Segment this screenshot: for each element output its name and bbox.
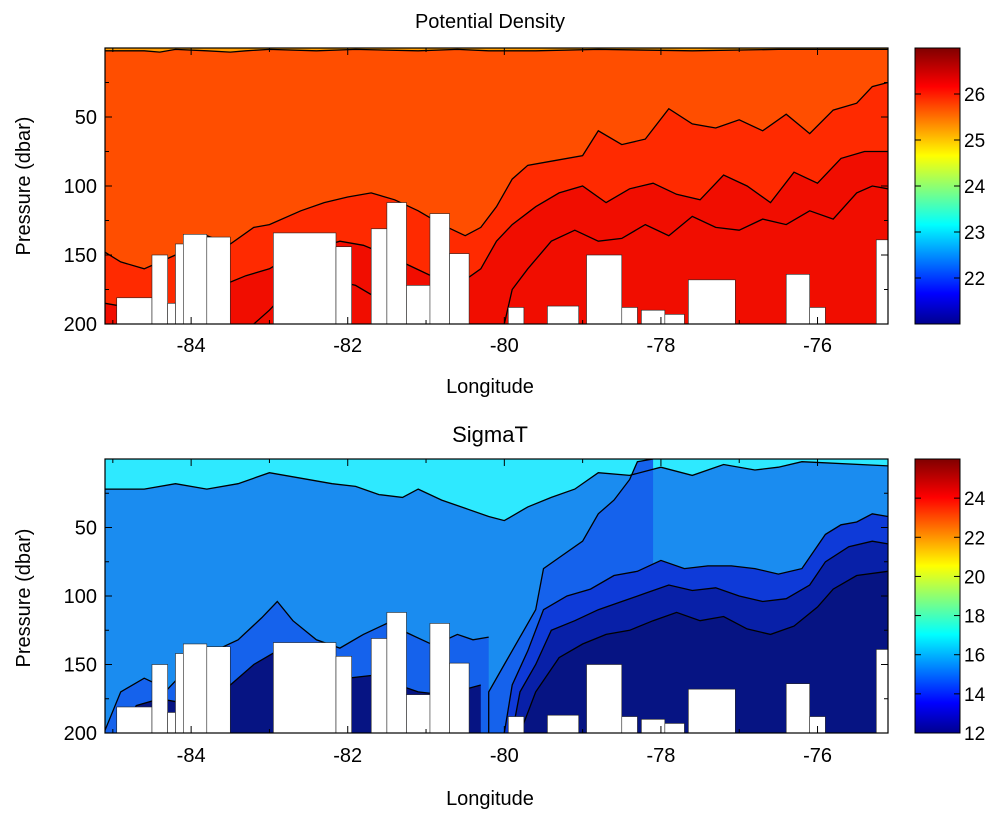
colorbar-tick-label: 18 xyxy=(964,607,985,628)
contour-line xyxy=(488,459,654,733)
missing-data-column xyxy=(586,664,623,733)
chart-title: SigmaT xyxy=(452,422,528,447)
missing-data-column xyxy=(116,297,153,324)
x-axis-label: Longitude xyxy=(446,788,534,810)
missing-data-column xyxy=(206,236,231,324)
y-tick-label: 200 xyxy=(64,314,97,336)
colorbar-tick-label: 12 xyxy=(964,724,985,745)
x-tick-label: -80 xyxy=(490,745,519,767)
colorbar-tick-label: 22 xyxy=(964,528,985,549)
y-axis-label: Pressure (dbar) xyxy=(13,529,35,668)
missing-data-column xyxy=(370,638,388,733)
chart-title: Potential Density xyxy=(415,11,565,33)
missing-data-column xyxy=(507,307,525,324)
x-axis-label: Longitude xyxy=(446,376,534,398)
colorbar-tick-label: 26 xyxy=(964,85,985,106)
colorbar-tick-label: 14 xyxy=(964,685,986,706)
missing-data-column xyxy=(429,623,450,733)
colorbar: 22 23 24 25 26 xyxy=(914,47,986,325)
missing-data-column xyxy=(370,228,388,324)
missing-data-column xyxy=(151,664,168,733)
missing-data-column xyxy=(175,653,184,733)
missing-data-column xyxy=(621,307,638,324)
x-tick-label: -84 xyxy=(177,745,206,767)
plot-layers xyxy=(105,459,888,733)
missing-data-column xyxy=(183,643,208,733)
colorbar-tick-label: 25 xyxy=(964,131,985,152)
missing-data-column xyxy=(116,706,153,733)
colorbar-tick-label: 24 xyxy=(964,489,986,510)
missing-data-column xyxy=(183,234,208,324)
missing-data-column xyxy=(664,314,685,324)
missing-data-column xyxy=(785,683,811,733)
colorbar-tick-label: 23 xyxy=(964,223,985,244)
missing-data-column xyxy=(507,716,525,733)
missing-data-column xyxy=(664,723,685,733)
missing-data-column xyxy=(206,646,231,733)
missing-data-column xyxy=(335,655,352,733)
y-tick-label: 150 xyxy=(64,245,97,267)
colorbar-tick-label: 24 xyxy=(964,177,986,198)
missing-data-column xyxy=(449,253,470,324)
contour-line xyxy=(519,570,888,733)
missing-data-column xyxy=(547,305,580,324)
sigma-t-panel: SigmaT -84 -82 -80 -78 -76 50 100 150 200 Pressu… xyxy=(13,422,986,810)
missing-data-column xyxy=(809,307,826,324)
missing-data-column xyxy=(547,714,580,733)
x-tick-label: -78 xyxy=(646,335,675,357)
missing-data-column xyxy=(688,688,736,733)
missing-data-column xyxy=(875,649,888,733)
y-axis-label: Pressure (dbar) xyxy=(13,117,35,256)
missing-data-column xyxy=(449,662,470,733)
contour-line xyxy=(105,150,888,311)
colorbar-gradient xyxy=(914,458,961,734)
y-tick-label: 50 xyxy=(75,518,97,540)
contour-line xyxy=(105,461,888,522)
colorbar: 12 14 16 18 20 22 24 xyxy=(914,458,986,745)
missing-data-column xyxy=(167,302,176,324)
x-tick-label: -84 xyxy=(177,335,206,357)
y-tick-label: 50 xyxy=(75,107,97,129)
contour-line xyxy=(503,513,888,733)
missing-data-column xyxy=(621,716,638,733)
y-tick-label: 150 xyxy=(64,655,97,677)
colorbar-gradient xyxy=(914,47,961,325)
missing-data-column xyxy=(875,239,888,324)
x-tick-label: -80 xyxy=(490,335,519,357)
missing-data-column xyxy=(386,202,407,324)
plot-layers xyxy=(105,48,888,324)
colorbar-tick-label: 22 xyxy=(964,269,985,290)
missing-data-column xyxy=(688,279,736,324)
missing-data-column xyxy=(429,213,450,324)
y-tick-label: 200 xyxy=(64,723,97,745)
missing-data-column xyxy=(151,254,168,324)
x-tick-label: -76 xyxy=(803,745,832,767)
contour-line xyxy=(511,540,888,733)
y-tick-label: 100 xyxy=(64,586,97,608)
x-tick-label: -82 xyxy=(333,335,362,357)
x-tick-label: -76 xyxy=(803,335,832,357)
missing-data-column xyxy=(785,274,811,324)
missing-data-column xyxy=(175,243,184,324)
colorbar-tick-label: 20 xyxy=(964,567,985,588)
plot-area: -84 -82 -80 -78 -76 50 100 150 200 xyxy=(64,458,889,767)
missing-data-column xyxy=(167,712,176,733)
x-tick-label: -78 xyxy=(646,745,675,767)
plot-area: -84 -82 -80 -78 -76 50 100 150 200 xyxy=(64,47,889,357)
y-tick-label: 100 xyxy=(64,176,97,198)
missing-data-column xyxy=(273,642,337,733)
potential-density-panel: Potential Density -84 -82 -80 -78 -76 50 100 15… xyxy=(13,11,986,398)
colorbar-tick-label: 16 xyxy=(964,646,985,667)
missing-data-column xyxy=(273,232,337,324)
contour-line xyxy=(105,48,888,53)
missing-data-column xyxy=(586,254,623,324)
missing-data-column xyxy=(335,246,352,324)
x-tick-label: -82 xyxy=(333,745,362,767)
missing-data-column xyxy=(386,612,407,733)
